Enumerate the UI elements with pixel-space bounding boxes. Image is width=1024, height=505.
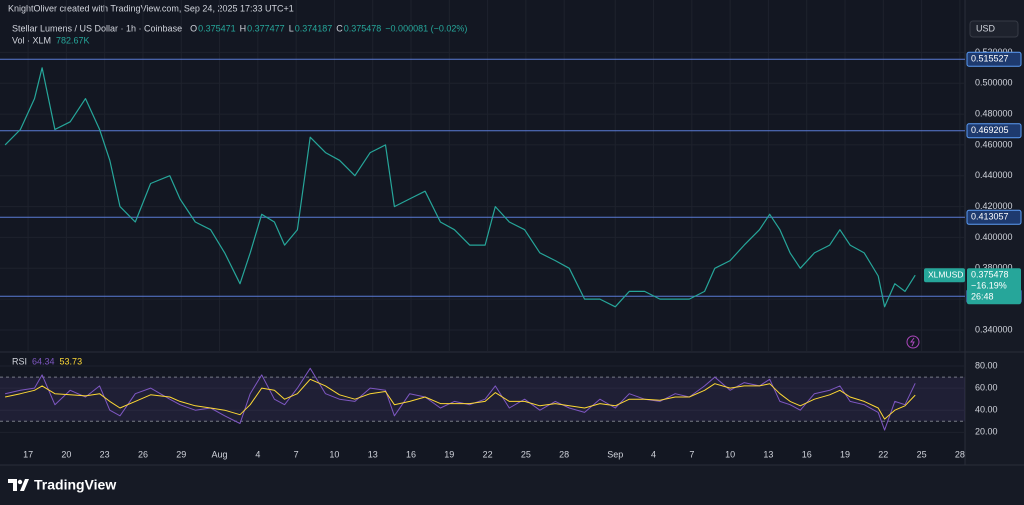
level-label: 0.469205: [971, 125, 1009, 135]
legend-text: 0.377477: [247, 23, 285, 33]
x-tick-label: 16: [802, 449, 812, 459]
legend-text: Stellar Lumens / US Dollar · 1h · Coinba…: [12, 23, 182, 33]
x-tick-label: 13: [368, 449, 378, 459]
legend-text: −0.000081 (−0.02%): [385, 23, 467, 33]
series-tag: XLMUSD: [928, 269, 963, 279]
y-tick-label: 0.460000: [975, 139, 1013, 149]
tradingview-logo: TradingView: [8, 477, 116, 493]
x-tick-label: Aug: [212, 449, 228, 459]
x-tick-label: 4: [651, 449, 656, 459]
currency[interactable]: USD: [976, 23, 996, 33]
level-label-box: [966, 51, 1022, 67]
x-tick-label: 25: [917, 449, 927, 459]
x-tick-label: 19: [444, 449, 454, 459]
y-tick-label: 0.480000: [975, 108, 1013, 118]
legend-text: H: [240, 23, 247, 33]
currency-button[interactable]: [969, 20, 1019, 38]
x-tick-label: 13: [763, 449, 773, 459]
x-tick-label: 10: [329, 449, 339, 459]
last-price-box: [967, 268, 1021, 305]
author-line: KnightOliver created with TradingView.co…: [8, 3, 294, 13]
alert-icon[interactable]: [906, 335, 920, 349]
x-tick-label: 28: [955, 449, 965, 459]
x-tick-label: 19: [840, 449, 850, 459]
legend-text: 0.375471: [198, 23, 236, 33]
last-price: 0.375478: [971, 270, 1009, 280]
x-tick-label: 10: [725, 449, 735, 459]
y-tick-label: 20.00: [975, 427, 998, 437]
level-label: 0.413057: [971, 212, 1009, 222]
x-tick-label: 20: [61, 449, 71, 459]
x-tick-label: Sep: [607, 449, 623, 459]
x-tick-label: 7: [294, 449, 299, 459]
legend-text: L: [289, 23, 294, 33]
last-change: −16.19%: [971, 281, 1007, 291]
rsi-band-fill: [0, 377, 965, 422]
y-tick-label: 0.400000: [975, 232, 1013, 242]
y-tick-label: 60.00: [975, 383, 998, 393]
x-tick-label: 28: [559, 449, 569, 459]
rsi-legend-text: 64.34: [32, 356, 55, 366]
y-tick-label: 80.00: [975, 360, 998, 370]
x-tick-label: 26: [138, 449, 148, 459]
legend-text: 782.67K: [56, 35, 90, 45]
x-tick-label: 23: [100, 449, 110, 459]
countdown: 26:48: [971, 292, 994, 302]
x-tick-label: 17: [23, 449, 33, 459]
legend-text: 0.374187: [295, 23, 333, 33]
plot-background: [0, 0, 965, 465]
legend-text: C: [336, 23, 343, 33]
y-tick-label: 40.00: [975, 405, 998, 415]
legend-text: O: [190, 23, 197, 33]
logo-dot: [17, 479, 23, 485]
series-line: [4, 67, 916, 308]
level-label-box: [966, 209, 1022, 225]
x-tick-label: 16: [406, 449, 416, 459]
y-tick-label: 0.520000: [975, 47, 1013, 57]
x-tick-label: 25: [521, 449, 531, 459]
level-label: 0.515527: [971, 54, 1009, 64]
y-tick-label: 0.500000: [975, 78, 1013, 88]
level-label-box: [966, 123, 1022, 139]
y-tick-label: 0.380000: [975, 263, 1013, 273]
legend-text: Vol · XLM: [12, 35, 51, 45]
series-tag-box: [924, 268, 965, 283]
rsi-legend-text: 53.73: [60, 356, 83, 366]
series-line: [4, 378, 916, 420]
x-tick-label: 22: [878, 449, 888, 459]
x-tick-label: 4: [255, 449, 260, 459]
y-tick-label: 0.420000: [975, 201, 1013, 211]
alert-icon-bolt: [910, 337, 915, 347]
y-tick-label: 0.340000: [975, 324, 1013, 334]
rsi-legend-text: RSI: [12, 356, 27, 366]
x-tick-label: 22: [483, 449, 493, 459]
x-tick-label: 29: [176, 449, 186, 459]
logo-text: TradingView: [34, 477, 116, 493]
x-tick-label: 7: [689, 449, 694, 459]
series-line: [4, 367, 916, 431]
legend-text: 0.375478: [344, 23, 382, 33]
y-tick-label: 0.440000: [975, 170, 1013, 180]
logo-mark: [8, 479, 29, 491]
